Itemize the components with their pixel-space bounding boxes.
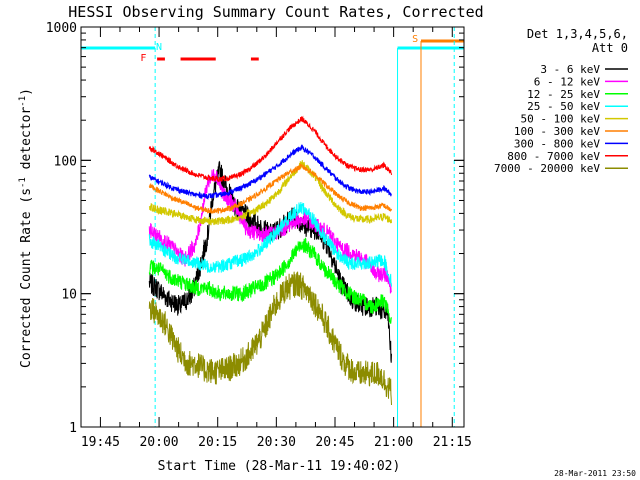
legend-label-1: 3 - 6 keV — [540, 63, 600, 76]
timestamp: 28-Mar-2011 23:50 — [554, 469, 636, 478]
y-tick-label-1: 1 — [69, 421, 77, 436]
y-axis-label-end: ) — [19, 88, 34, 96]
y-tick-label-2: 10 — [61, 288, 77, 303]
legend-header-2: Att 0 — [592, 41, 628, 55]
x-axis-label: Start Time (28-Mar-11 19:40:02) — [158, 459, 401, 474]
y-axis-label: Corrected Count Rate (s-1 detector-1) — [18, 88, 34, 368]
series-line-5 — [148, 160, 392, 226]
legend-label-4: 25 - 50 keV — [527, 100, 600, 113]
series-line-6 — [148, 162, 392, 215]
series-line-3 — [148, 237, 392, 324]
legend-label-7: 300 - 800 keV — [514, 137, 600, 150]
series-line-7 — [148, 144, 392, 200]
legend-header-1: Det 1,3,4,5,6, — [527, 27, 628, 41]
x-tick-label-6: 21:00 — [374, 435, 413, 450]
y-axis-label-sup1: -1 — [18, 177, 28, 188]
legend-label-6: 100 - 300 keV — [514, 125, 600, 138]
y-axis-label-mid: detector — [19, 107, 34, 178]
series-line-4 — [148, 201, 392, 287]
legend-label-9: 7000 - 20000 keV — [494, 162, 600, 175]
legend-label-5: 50 - 100 keV — [521, 113, 601, 126]
y-tick-label-3: 100 — [54, 154, 77, 169]
legend-label-2: 6 - 12 keV — [534, 75, 601, 88]
y-axis-label-sup2: -1 — [18, 96, 28, 107]
x-tick-label-3: 20:15 — [198, 435, 237, 450]
x-tick-label-1: 19:45 — [81, 435, 120, 450]
x-tick-label-7: 21:15 — [433, 435, 472, 450]
series-line-8 — [148, 115, 392, 182]
chart-title: HESSI Observing Summary Count Rates, Cor… — [68, 3, 483, 21]
x-tick-label-2: 20:00 — [139, 435, 178, 450]
plot-frame — [80, 26, 465, 428]
y-axis-label-main: Corrected Count Rate (s — [19, 188, 34, 368]
data-layer: FN S — [81, 27, 464, 427]
axes-layer: 1 10 100 1000 19:45 20:00 20:15 20:30 20:45 21:00… — [46, 21, 472, 450]
flag-label-S: S — [412, 34, 418, 45]
y-tick-label-4: 1000 — [46, 21, 77, 36]
legend-label-3: 12 - 25 keV — [527, 88, 600, 101]
x-tick-label-4: 20:30 — [257, 435, 296, 450]
legend-label-8: 800 - 7000 keV — [507, 150, 600, 163]
x-tick-label-5: 20:45 — [315, 435, 354, 450]
series-line-9 — [148, 271, 392, 406]
flag-label-N: N — [156, 42, 162, 53]
flag-label-F: F — [140, 53, 146, 64]
